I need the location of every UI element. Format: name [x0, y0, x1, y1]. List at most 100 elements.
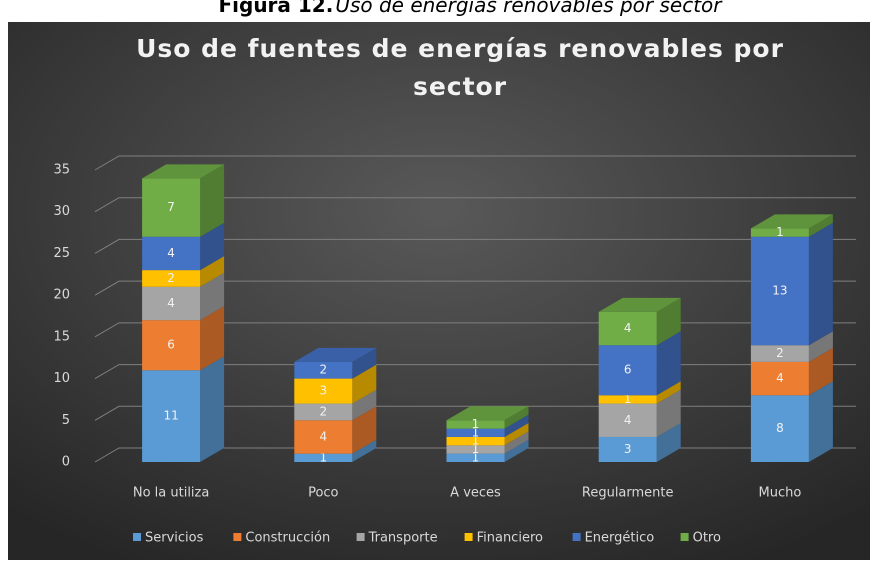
- legend-label: Financiero: [477, 531, 543, 546]
- data-label: 1: [472, 450, 480, 464]
- bar-segment: [750, 236, 809, 346]
- bar-side: [200, 306, 225, 371]
- legend-swatch: [133, 533, 141, 541]
- bar-segment: [598, 311, 657, 346]
- bar-side: [504, 422, 529, 446]
- title-box: Uso de fuentes de energías renovables po…: [136, 34, 784, 101]
- bar-side: [504, 439, 529, 462]
- bar-segment: [598, 395, 657, 404]
- bar-segment: [750, 228, 809, 237]
- data-label: 3: [624, 442, 632, 456]
- y-tick-label: 10: [53, 371, 70, 386]
- y-tick-label: 20: [53, 288, 70, 303]
- bar-segment: [294, 403, 353, 421]
- bar-side: [200, 164, 225, 237]
- grid-line: [94, 197, 856, 213]
- bar-segment: [294, 378, 353, 404]
- bar-segment: [750, 345, 809, 362]
- bar-side: [352, 406, 377, 454]
- data-label: 4: [624, 321, 632, 335]
- bar-segment: [142, 370, 201, 462]
- data-label: 1: [472, 434, 480, 448]
- data-label: 4: [776, 371, 784, 385]
- bar-side: [656, 389, 681, 437]
- legend-label: Servicios: [145, 531, 204, 546]
- data-label: 4: [624, 413, 632, 427]
- grid-line: [94, 280, 856, 296]
- data-label: 1: [472, 425, 480, 439]
- bar-segment: [446, 445, 505, 454]
- bar-side: [352, 347, 377, 379]
- bar-top: [142, 164, 225, 179]
- bar-side: [808, 331, 833, 362]
- bar-top: [294, 347, 377, 362]
- legend-label: Otro: [693, 531, 721, 546]
- legend-label: Transporte: [368, 531, 438, 546]
- legend-swatch: [680, 533, 689, 541]
- data-label: 2: [319, 363, 327, 377]
- bar-top: [598, 297, 681, 312]
- x-tick-label: Regularmente: [582, 486, 674, 501]
- caption-label: Figura 12.: [218, 0, 333, 17]
- data-label: 1: [624, 392, 632, 406]
- bar-side: [656, 297, 681, 346]
- bar-side: [504, 431, 529, 454]
- chart-title: Uso de fuentes de energías renovables po…: [136, 34, 784, 101]
- bar-side: [352, 439, 377, 462]
- bar-segment: [750, 395, 809, 462]
- y-tick-label: 15: [53, 329, 70, 344]
- legend-swatch: [233, 533, 242, 541]
- data-label: 11: [163, 409, 178, 423]
- x-tick-label: Mucho: [759, 486, 802, 501]
- data-label: 1: [319, 450, 327, 464]
- bar-segment: [446, 420, 505, 429]
- legend-swatch: [572, 533, 581, 541]
- bar-side: [808, 214, 833, 237]
- bar-segment: [598, 345, 657, 396]
- data-label: 1: [472, 417, 480, 431]
- bar-side: [200, 222, 225, 271]
- legend-swatch: [356, 533, 365, 541]
- grid-line: [94, 155, 856, 171]
- bar-side: [808, 347, 833, 396]
- data-label: 1: [472, 442, 480, 456]
- y-tick-label: 25: [53, 246, 70, 261]
- bar-segment: [294, 361, 353, 379]
- data-label: 4: [319, 429, 327, 443]
- data-label: 4: [167, 296, 175, 310]
- caption-text: Uso de energías renovables por sector: [335, 0, 723, 17]
- bar-top: [750, 214, 833, 229]
- data-label: 6: [624, 363, 632, 377]
- x-tick-label: A veces: [450, 486, 501, 501]
- y-tick-label: 35: [53, 163, 70, 178]
- x-tick-label: Poco: [308, 486, 338, 501]
- data-label: 2: [167, 271, 175, 285]
- y-tick-label: 5: [62, 413, 70, 428]
- bar-top: [446, 406, 529, 421]
- data-label: 2: [776, 346, 784, 360]
- bar-side: [656, 422, 681, 462]
- bar-side: [352, 364, 377, 404]
- bar-segment: [142, 236, 201, 271]
- bar-side: [808, 222, 833, 346]
- caption: Figura 12. Uso de energías renovables por…: [218, 0, 723, 17]
- data-label: 2: [319, 404, 327, 418]
- bar-segment: [142, 286, 201, 321]
- data-label: 7: [167, 200, 175, 214]
- bar-side: [200, 256, 225, 287]
- bar-segment: [750, 361, 809, 396]
- bar-segment: [446, 428, 505, 437]
- data-label: 4: [167, 246, 175, 260]
- data-label: 13: [772, 283, 787, 297]
- data-label: 8: [776, 421, 784, 435]
- data-label: 3: [319, 384, 327, 398]
- bar-segment: [142, 178, 201, 237]
- y-tick-label: 0: [62, 455, 70, 470]
- bar-segment: [294, 453, 353, 462]
- bar-segment: [142, 270, 201, 287]
- x-tick-label: No la utiliza: [133, 486, 209, 501]
- data-label: 1: [776, 225, 784, 239]
- bar-side: [656, 331, 681, 396]
- bar-side: [808, 381, 833, 462]
